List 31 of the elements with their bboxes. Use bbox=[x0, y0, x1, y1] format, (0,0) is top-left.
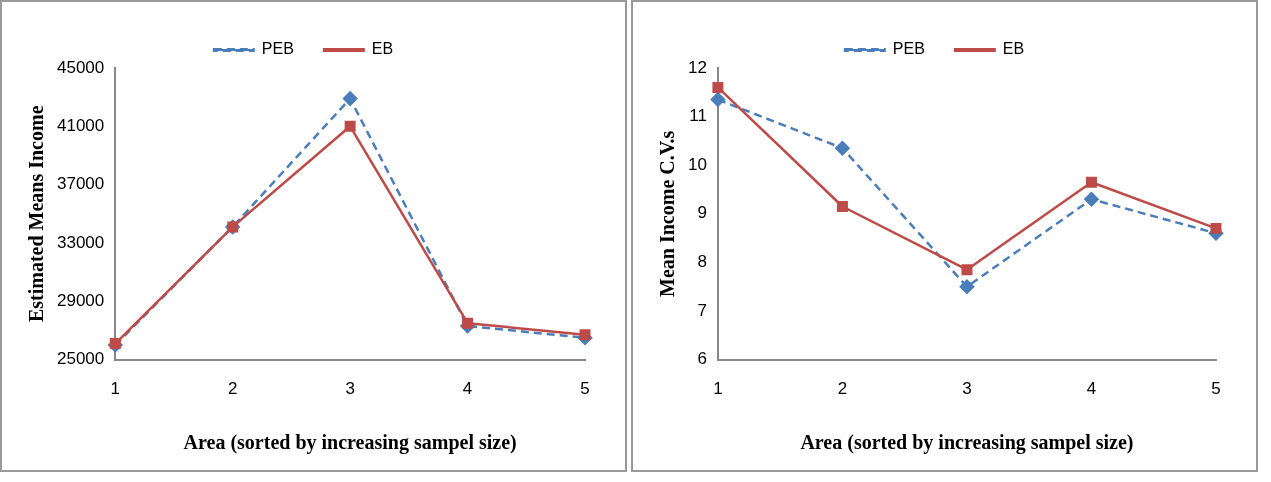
x-axis-title: Area (sorted by increasing sampel size) bbox=[800, 431, 1134, 455]
x-tick-label: 1 bbox=[110, 379, 121, 399]
y-tick-label: 37000 bbox=[56, 174, 105, 194]
x-tick-label: 5 bbox=[580, 379, 590, 399]
x-tick-label: 3 bbox=[345, 379, 355, 399]
y-axis-title: Mean Income C.V.s bbox=[656, 130, 679, 297]
y-tick-label: 11 bbox=[689, 106, 707, 126]
y-tick-label: 33000 bbox=[56, 232, 105, 252]
x-tick-label: 1 bbox=[713, 379, 723, 399]
y-tick-label: 10 bbox=[687, 154, 707, 174]
legend-label: PEB bbox=[892, 40, 925, 58]
y-tick-label: 9 bbox=[697, 203, 707, 223]
x-tick-label: 2 bbox=[227, 379, 238, 399]
y-tick-label: 45000 bbox=[56, 57, 105, 77]
y-tick-label: 29000 bbox=[56, 290, 105, 310]
y-axis-title: Estimated Means Income bbox=[25, 105, 48, 323]
legend-label: EB bbox=[371, 40, 394, 58]
y-tick-label: 7 bbox=[697, 300, 707, 320]
x-tick-label: 3 bbox=[962, 379, 972, 399]
y-tick-label: 6 bbox=[697, 349, 707, 369]
y-tick-label: 25000 bbox=[56, 349, 105, 369]
x-axis-title: Area (sorted by increasing sampel size) bbox=[183, 431, 517, 455]
x-tick-label: 2 bbox=[837, 379, 848, 399]
x-tick-label: 4 bbox=[462, 379, 473, 399]
y-tick-label: 41000 bbox=[56, 116, 105, 136]
legend-label: EB bbox=[1002, 40, 1025, 58]
y-tick-label: 12 bbox=[687, 57, 707, 77]
legend-label: PEB bbox=[261, 40, 294, 58]
y-tick-label: 8 bbox=[697, 252, 707, 272]
x-tick-label: 5 bbox=[1211, 379, 1221, 399]
x-tick-label: 4 bbox=[1086, 379, 1097, 399]
